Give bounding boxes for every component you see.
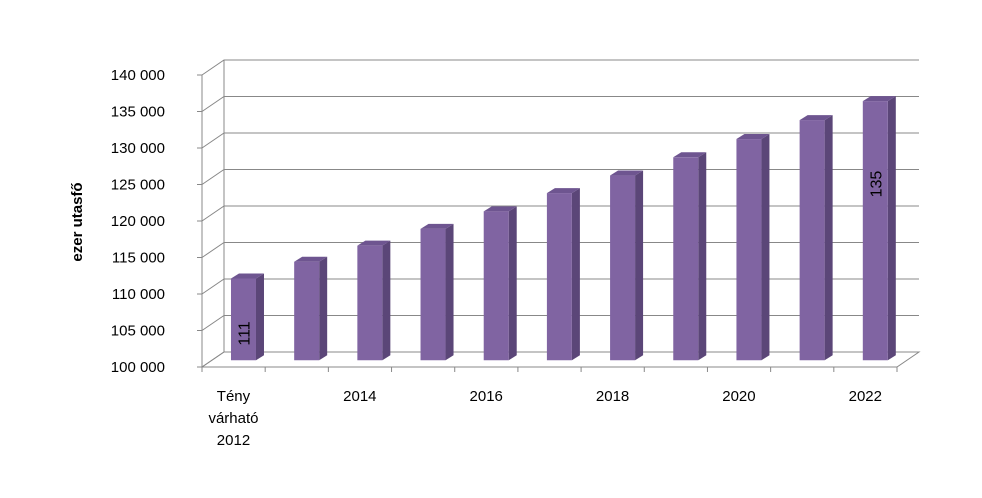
bar (420, 223, 454, 361)
bar (294, 256, 328, 361)
bar-front (483, 211, 509, 361)
gridline (201, 59, 919, 76)
bar-side (445, 223, 454, 361)
bar (736, 134, 770, 361)
data-label: 135 (868, 171, 885, 198)
y-tick-label: 105 000 (111, 323, 165, 340)
bar-top (483, 206, 517, 212)
bar-side (824, 115, 833, 361)
gridline (201, 132, 919, 149)
x-tick-label: 2016 (470, 388, 503, 405)
bar-side (887, 96, 896, 361)
y-tick-label: 110 000 (112, 286, 165, 303)
bar (862, 96, 896, 361)
y-tick-label: 130 000 (111, 140, 165, 157)
bar-top (799, 115, 833, 121)
bar-front (610, 175, 636, 361)
bar (673, 152, 707, 361)
bar-top (357, 240, 391, 246)
bar-top (230, 273, 264, 279)
bar-side (508, 206, 517, 361)
bar-front (357, 245, 383, 361)
bar-front (294, 261, 320, 361)
bar (546, 188, 580, 361)
bar-side (255, 273, 264, 361)
bar-front (736, 139, 762, 361)
bar-side (382, 240, 391, 361)
bar-side (319, 256, 328, 361)
bar-front (546, 193, 572, 361)
x-tick-label: várható (208, 410, 258, 427)
y-tick-label: 125 000 (111, 177, 165, 194)
x-tick-label: 2022 (849, 388, 882, 405)
bar (483, 206, 517, 361)
bar-top (862, 96, 896, 102)
x-tick-label: 2012 (217, 432, 250, 449)
gridline (201, 96, 919, 112)
bar (610, 170, 644, 361)
x-tick-label: 2018 (596, 388, 629, 405)
bar-top (736, 134, 770, 140)
y-tick-label: 135 000 (111, 104, 165, 121)
bar-side (698, 152, 707, 361)
bar-side (635, 170, 644, 361)
x-tick-label: 2020 (722, 388, 755, 405)
bar-front (862, 101, 888, 361)
bar-top (294, 256, 328, 262)
data-labels: 111 135 (236, 171, 885, 346)
bar-front (230, 278, 256, 361)
y-axis-tick-labels: 100 000 105 000 110 000 115 000 120 000 125 0… (111, 67, 165, 376)
y-tick-label: 120 000 (111, 213, 165, 230)
bar-side (571, 188, 580, 361)
bar-top (546, 188, 580, 194)
bar-front (420, 228, 446, 361)
bar-top (610, 170, 644, 176)
y-tick-label: 115 000 (112, 250, 165, 267)
bar (357, 240, 391, 361)
x-tick-label: 2014 (343, 388, 376, 405)
bar-top (673, 152, 707, 158)
bar-side (761, 134, 770, 361)
x-tick-label: Tény (217, 388, 251, 405)
bar-front (673, 157, 699, 361)
bar-front (799, 120, 825, 361)
data-label: 111 (236, 321, 253, 345)
bar-top (420, 223, 454, 229)
y-tick-label: 140 000 (111, 67, 165, 84)
x-axis-tick-labels: Tény várható 2012 2014 2016 2018 2020 2022 (208, 388, 882, 449)
y-tick-label: 100 000 (111, 359, 165, 376)
bars (230, 96, 896, 361)
bar (230, 273, 264, 361)
y-axis-label: ezer utasfő (69, 182, 86, 261)
bar (799, 115, 833, 361)
